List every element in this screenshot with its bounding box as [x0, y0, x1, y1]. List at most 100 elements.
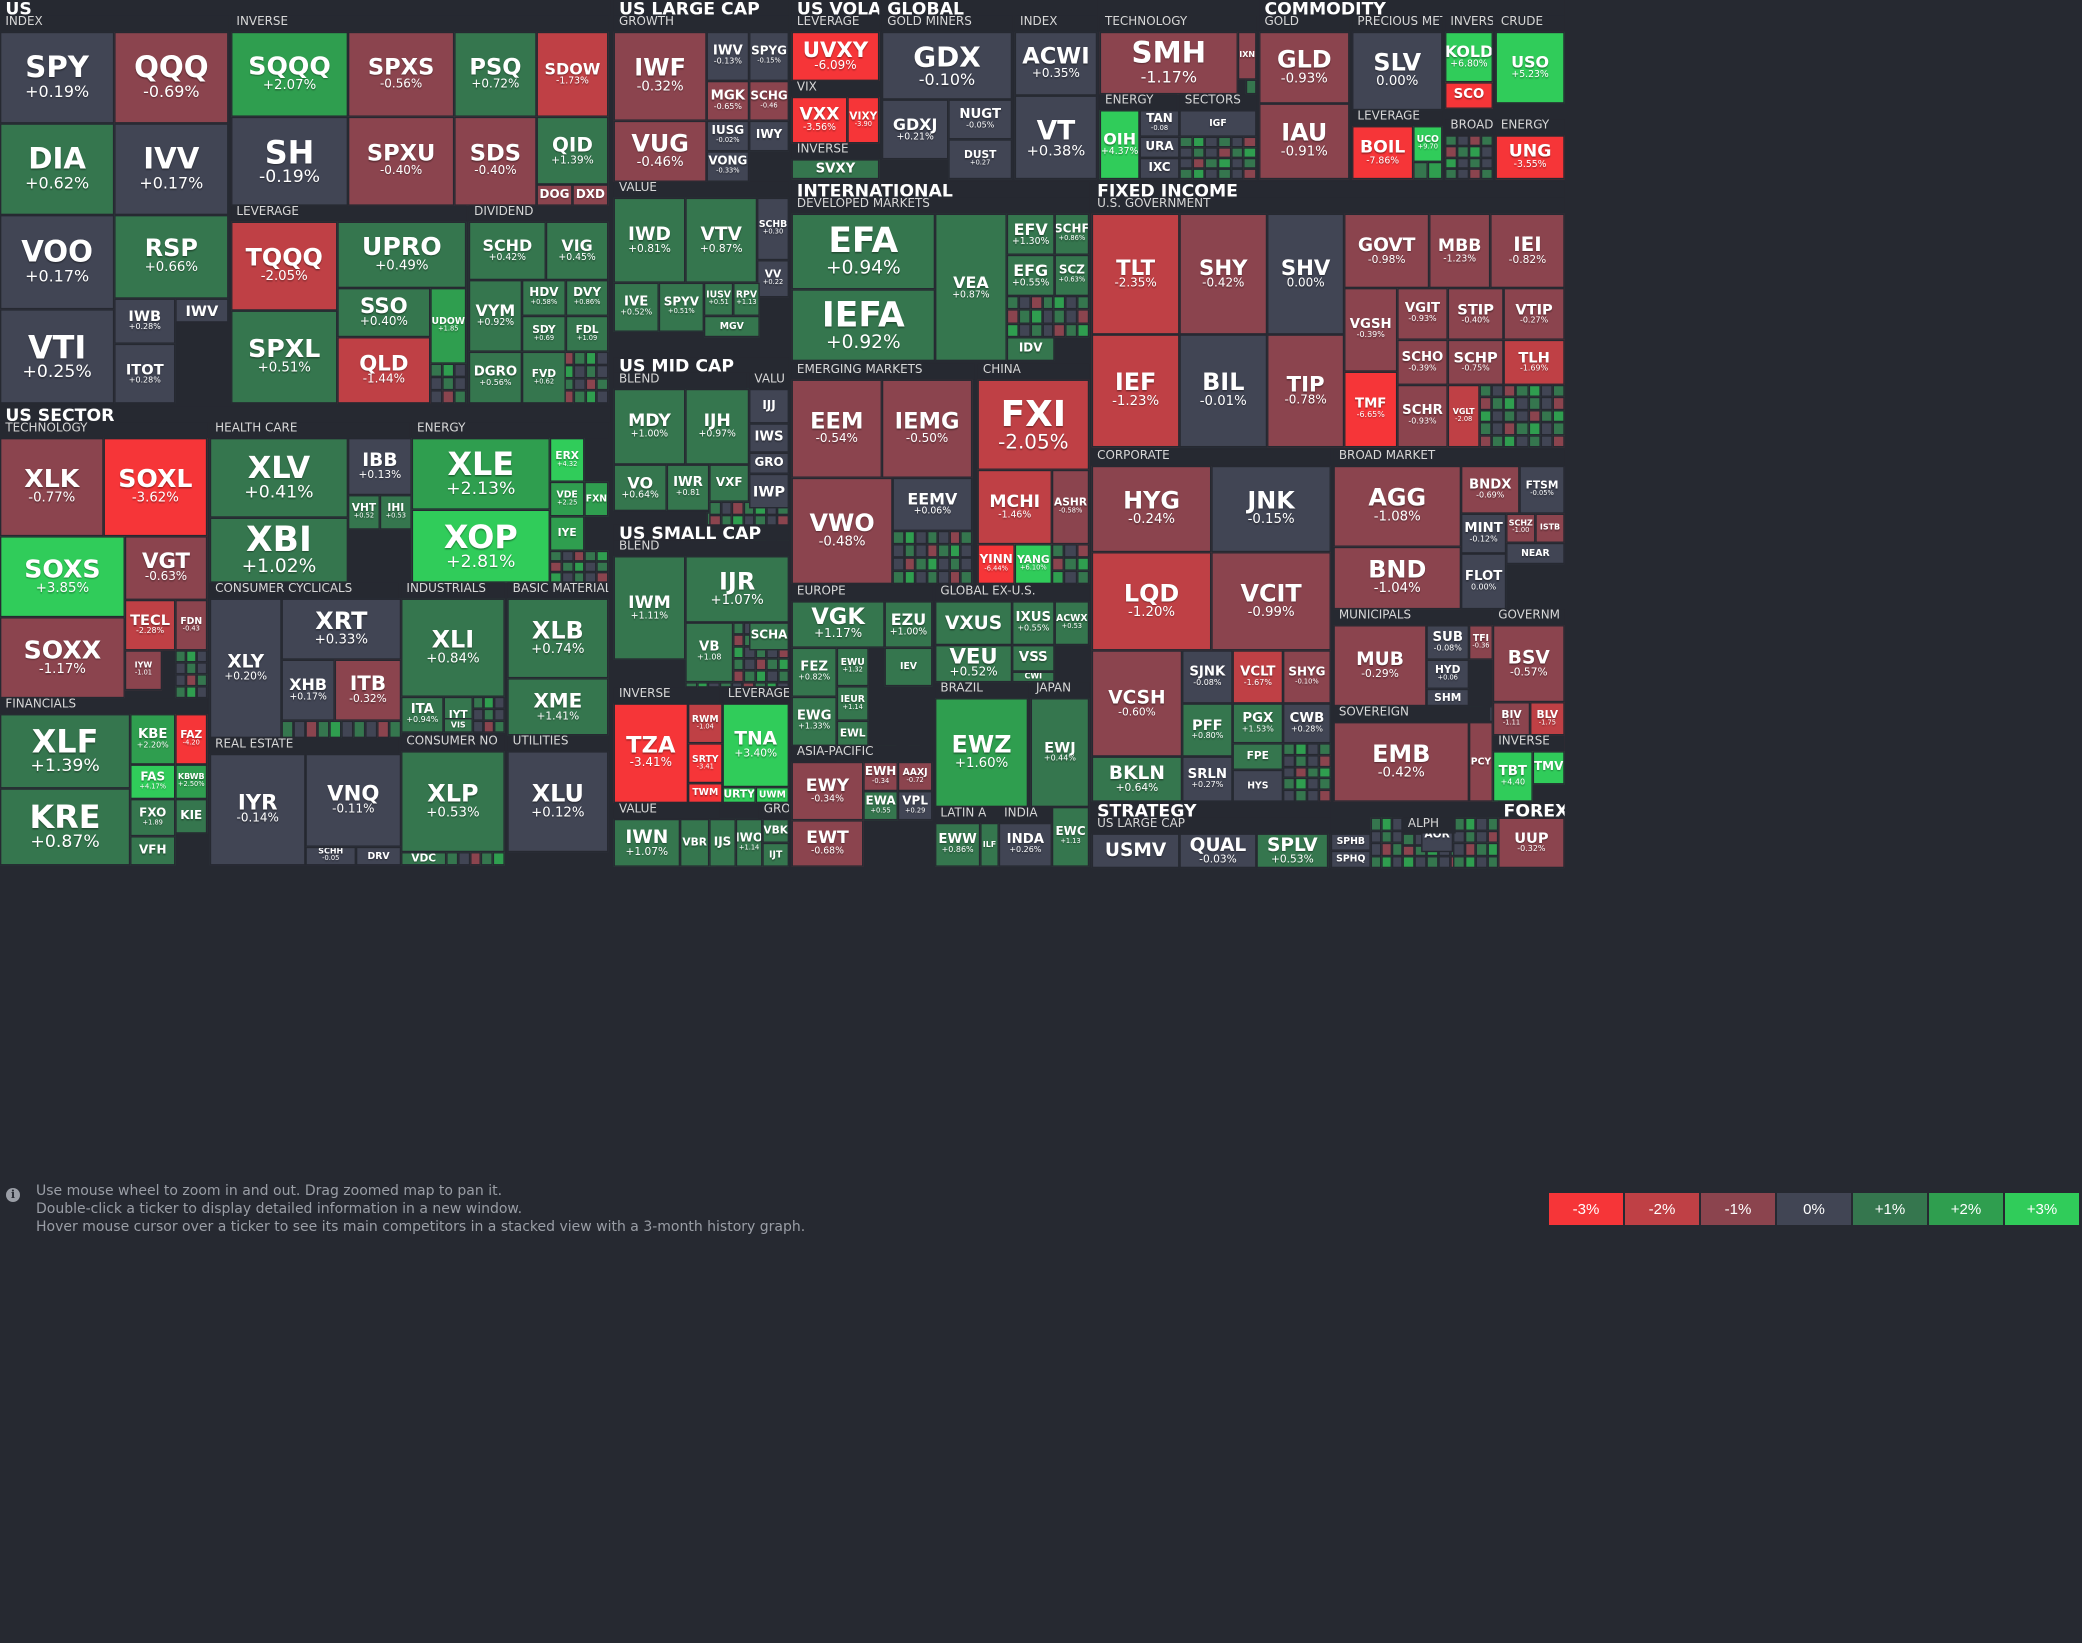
small-ticker-cell[interactable] — [949, 570, 961, 585]
small-ticker-cell[interactable] — [1064, 557, 1077, 571]
ticker-tile-tip[interactable]: TIP -0.78% — [1267, 334, 1345, 448]
ticker-tile-dust[interactable]: DUST +0.27 — [948, 139, 1013, 180]
small-ticker-cell[interactable] — [281, 720, 294, 738]
ticker-tile-tmf[interactable]: TMF -6.65% — [1344, 371, 1398, 448]
ticker-tile-vpl[interactable]: VPL +0.29 — [897, 791, 933, 821]
small-ticker-cell[interactable] — [742, 682, 755, 688]
ticker-tile-rwm[interactable]: RWM -1.04 — [688, 703, 723, 744]
small-ticker-cell[interactable] — [1006, 295, 1019, 310]
ticker-tile-vclt[interactable]: VCLT -1.67% — [1232, 650, 1284, 704]
ticker-tile-itb[interactable]: ITB -0.32% — [334, 659, 402, 721]
small-ticker-cell[interactable] — [1453, 830, 1465, 843]
small-ticker-cell[interactable] — [1243, 136, 1257, 148]
small-ticker-cell[interactable] — [442, 390, 455, 404]
ticker-tile-qid[interactable]: QID +1.39% — [536, 116, 609, 185]
ticker-tile-urty[interactable]: URTY — [722, 787, 756, 804]
ticker-tile-iwd[interactable]: IWD +0.81% — [613, 197, 686, 283]
small-ticker-cell[interactable] — [1453, 842, 1465, 856]
ticker-tile-vixy[interactable]: VIXY -3.90 — [847, 96, 880, 144]
ticker-tile-lqd[interactable]: LQD -1.20% — [1091, 552, 1212, 651]
ticker-tile-ixus[interactable]: IXUS +0.55% — [1012, 601, 1055, 646]
ticker-tile-iwr[interactable]: IWR +0.81 — [666, 464, 710, 512]
ticker-tile-sso[interactable]: SSO +0.40% — [337, 288, 431, 338]
ticker-tile-ewj[interactable]: EWJ +0.44% — [1030, 698, 1090, 807]
ticker-tile-iau[interactable]: IAU -0.91% — [1259, 103, 1350, 180]
small-ticker-cell[interactable] — [1230, 168, 1244, 180]
ticker-tile-iyw[interactable]: IYW -1.01 — [124, 650, 163, 691]
ticker-tile-iwy[interactable]: IWY — [749, 120, 789, 152]
small-ticker-cell[interactable] — [733, 622, 745, 635]
small-ticker-cell[interactable] — [1528, 434, 1541, 448]
ticker-tile-rsp[interactable]: RSP +0.66% — [114, 215, 229, 299]
small-ticker-cell[interactable] — [1516, 384, 1529, 398]
small-ticker-cell[interactable] — [777, 670, 789, 683]
ticker-tile-istb[interactable]: ISTB — [1535, 513, 1565, 543]
small-ticker-cell[interactable] — [1018, 323, 1031, 338]
small-ticker-cell[interactable] — [1030, 295, 1043, 310]
small-ticker-cell[interactable] — [733, 658, 745, 671]
ticker-tile-agg[interactable]: AGG -1.08% — [1333, 465, 1462, 547]
small-ticker-cell[interactable] — [1018, 309, 1031, 324]
small-ticker-cell[interactable] — [1283, 766, 1295, 779]
small-ticker-cell[interactable] — [1528, 384, 1541, 398]
ticker-tile-voo[interactable]: VOO +0.17% — [0, 215, 115, 310]
small-ticker-cell[interactable] — [305, 720, 318, 738]
ticker-tile-iemg[interactable]: IEMG -0.50% — [881, 379, 973, 478]
ticker-tile-dog[interactable]: DOG — [536, 184, 573, 206]
small-ticker-cell[interactable] — [1042, 323, 1054, 338]
small-ticker-cell[interactable] — [1516, 434, 1529, 448]
small-ticker-cell[interactable] — [1468, 168, 1481, 180]
small-ticker-cell[interactable] — [777, 658, 789, 671]
small-ticker-cell[interactable] — [442, 363, 455, 377]
small-ticker-cell[interactable] — [293, 720, 306, 738]
small-ticker-cell[interactable] — [1318, 789, 1331, 802]
ticker-tile-spy[interactable]: SPY +0.19% — [0, 31, 115, 124]
small-ticker-cell[interactable] — [1402, 833, 1415, 846]
ticker-tile-kre[interactable]: KRE +0.87% — [0, 788, 131, 866]
small-ticker-cell[interactable] — [960, 570, 973, 585]
ticker-tile-vfh[interactable]: VFH — [130, 836, 176, 866]
small-ticker-cell[interactable] — [1381, 830, 1392, 843]
ticker-tile-ief[interactable]: IEF -1.23% — [1091, 334, 1180, 448]
ticker-tile-vnq[interactable]: VNQ -0.11% — [305, 753, 402, 847]
ticker-tile-bsv[interactable]: BSV -0.57% — [1492, 625, 1565, 703]
ticker-tile-vym[interactable]: VYM +0.92% — [468, 280, 522, 352]
small-ticker-cell[interactable] — [915, 530, 927, 545]
small-ticker-cell[interactable] — [1381, 817, 1392, 831]
small-ticker-cell[interactable] — [1457, 157, 1469, 169]
small-ticker-cell[interactable] — [1294, 789, 1307, 802]
small-ticker-cell[interactable] — [1179, 147, 1193, 158]
small-ticker-cell[interactable] — [1306, 743, 1319, 755]
small-ticker-cell[interactable] — [765, 682, 778, 688]
small-ticker-cell[interactable] — [493, 852, 505, 866]
ticker-tile-svxy[interactable]: SVXY — [791, 159, 880, 180]
ticker-tile-ewa[interactable]: EWA +0.55 — [863, 791, 898, 821]
ticker-tile-fxo[interactable]: FXO +1.89 — [130, 799, 176, 837]
small-ticker-cell[interactable] — [720, 501, 733, 515]
ticker-tile-inda[interactable]: INDA +0.26% — [998, 822, 1052, 867]
small-ticker-cell[interactable] — [1391, 817, 1403, 831]
small-ticker-cell[interactable] — [926, 557, 939, 571]
ticker-tile-vgit[interactable]: VGIT -0.93% — [1397, 288, 1448, 340]
ticker-tile-kold[interactable]: KOLD +6.80% — [1445, 31, 1493, 83]
small-ticker-cell[interactable] — [960, 557, 973, 571]
ticker-tile-fas[interactable]: FAS +4.17% — [130, 764, 176, 800]
small-ticker-cell[interactable] — [1414, 856, 1427, 869]
ticker-tile-sds[interactable]: SDS -0.40% — [454, 116, 537, 206]
ticker-tile-uup[interactable]: UUP -0.32% — [1498, 817, 1565, 869]
small-ticker-cell[interactable] — [584, 550, 597, 562]
small-ticker-cell[interactable] — [430, 363, 443, 377]
ticker-tile-ezu[interactable]: EZU +1.00% — [884, 601, 933, 648]
ticker-tile-vglt[interactable]: VGLT -2.08 — [1447, 384, 1480, 448]
ticker-tile-xhb[interactable]: XHB +0.17% — [281, 659, 335, 721]
small-ticker-cell[interactable] — [596, 572, 609, 583]
ticker-tile-schd[interactable]: SCHD +0.42% — [468, 221, 546, 281]
small-ticker-cell[interactable] — [1076, 544, 1090, 558]
ticker-tile-idv[interactable]: IDV — [1006, 337, 1055, 362]
small-ticker-cell[interactable] — [1077, 323, 1090, 338]
ticker-tile-fpe[interactable]: FPE — [1232, 743, 1284, 770]
ticker-tile-vgt[interactable]: VGT -0.63% — [124, 536, 208, 600]
small-ticker-cell[interactable] — [1491, 384, 1504, 398]
small-ticker-cell[interactable] — [1192, 168, 1206, 180]
ticker-tile-sub[interactable]: SUB -0.08% — [1426, 625, 1469, 660]
